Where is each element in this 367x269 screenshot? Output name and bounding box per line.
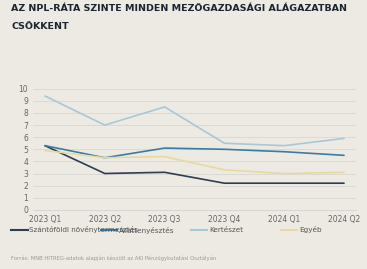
Text: Egyéb: Egyéb — [299, 226, 322, 233]
Text: AZ NPL-RÁTA SZINTE MINDEN MEZŐGAZDASÁGI ALÁGAZATBAN: AZ NPL-RÁTA SZINTE MINDEN MEZŐGAZDASÁGI … — [11, 4, 347, 13]
Text: CSÖKKENT: CSÖKKENT — [11, 22, 69, 30]
Text: Forrás: MNB HITREG-adatok alapján készült az AKI Pénzügykutatási Osztályán: Forrás: MNB HITREG-adatok alapján készül… — [11, 256, 216, 261]
Text: Állattenyésztés: Állattenyésztés — [119, 226, 175, 234]
Text: Szántóföldi növénytermesztés: Szántóföldi növénytermesztés — [29, 226, 138, 233]
Text: Kertészet: Kertészet — [209, 227, 243, 233]
